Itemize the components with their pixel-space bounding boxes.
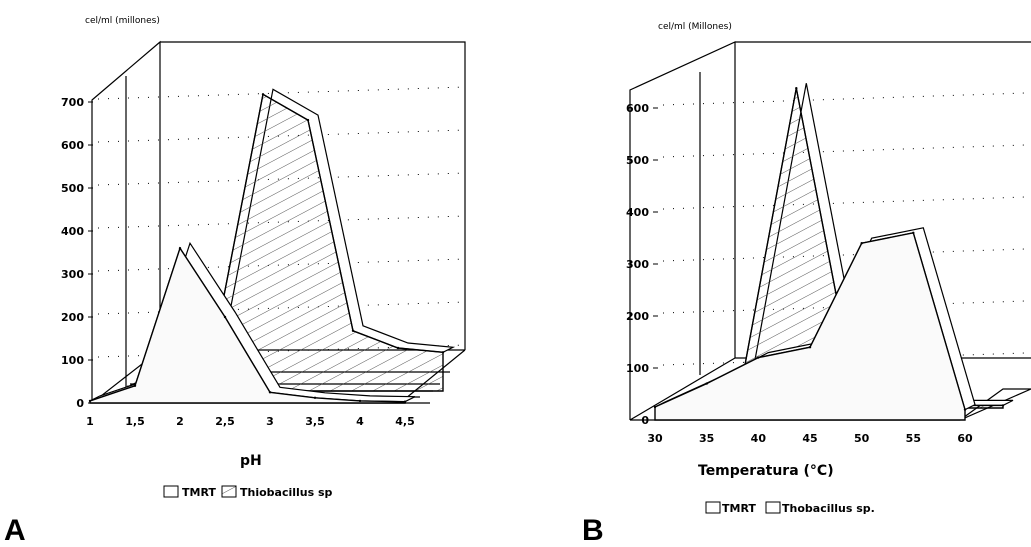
- y-tick-label: 500: [61, 182, 84, 195]
- grid-line: [662, 92, 1026, 106]
- chart-b-x-tick-labels: 30 35 40 45 50 55 60: [647, 432, 973, 445]
- grid-line: [662, 196, 1026, 210]
- x-tick-label: 2: [176, 415, 184, 428]
- chart-a-legend: TMRT Thiobacillus sp: [163, 485, 333, 499]
- grid-line: [662, 352, 1026, 366]
- y-tick-label: 500: [626, 154, 649, 167]
- x-tick-label: 45: [802, 432, 817, 445]
- x-tick-label: 4: [356, 415, 364, 428]
- data-point: [223, 315, 227, 319]
- x-tick-label: 2,5: [215, 415, 235, 428]
- data-point: [351, 329, 355, 332]
- chart-a-series: [88, 88, 456, 404]
- grid-line: [662, 300, 1026, 314]
- y-tick-label: 700: [61, 96, 84, 109]
- grid-line: [662, 144, 1026, 158]
- data-point: [313, 396, 317, 399]
- data-point: [1001, 404, 1005, 407]
- chart-a-legend-swatch-tmrt: [163, 485, 179, 498]
- x-tick-label: 30: [647, 432, 663, 445]
- data-point: [358, 399, 362, 403]
- chart-b-legend-swatch-thobacillus: [765, 501, 781, 514]
- y-tick-label: 200: [61, 311, 84, 324]
- panel-label-b: B: [582, 514, 604, 547]
- y-tick-label: 0: [641, 414, 649, 427]
- x-tick-label: 4,5: [395, 415, 415, 428]
- data-point: [705, 382, 708, 385]
- data-point: [396, 346, 400, 350]
- y-tick-label: 200: [626, 310, 649, 323]
- data-point: [261, 93, 265, 96]
- chart-b-y-tick-labels: 0 100 200 300 400 500 600: [626, 102, 658, 427]
- data-point: [88, 399, 92, 403]
- data-point: [653, 405, 657, 409]
- x-tick-label: 55: [906, 432, 921, 445]
- data-point: [403, 400, 407, 403]
- chart-b-y-axis-label: cel/ml (Millones): [658, 22, 732, 32]
- data-point: [268, 391, 272, 394]
- chart-b-legend-label-thobacillus: Thobacillus sp.: [782, 502, 875, 515]
- data-point: [178, 247, 182, 250]
- chart-a-legend-swatch-thiobacillus: [221, 485, 237, 498]
- y-tick-label: 400: [626, 206, 649, 219]
- chart-b-legend-swatch-tmrt: [705, 501, 721, 514]
- data-point: [133, 384, 137, 387]
- y-tick-label: 100: [626, 362, 649, 375]
- chart-a-y-tick-labels: 0 100 200 300 400 500 600 700: [61, 96, 93, 410]
- chart-a-x-axis-label: pH: [240, 453, 262, 469]
- y-tick-label: 300: [626, 258, 649, 271]
- x-tick-label: 3: [266, 415, 274, 428]
- series-area-tmrt: [654, 231, 966, 421]
- x-tick-label: 40: [751, 432, 767, 445]
- y-tick-label: 0: [76, 397, 84, 410]
- data-point: [441, 351, 445, 354]
- data-point: [795, 87, 798, 90]
- data-point: [757, 356, 760, 359]
- chart-b-x-axis-label: Temperatura (°C): [698, 463, 834, 479]
- chart-a-legend-label-thiobacillus: Thiobacillus sp: [240, 486, 333, 499]
- chart-a-legend-label-tmrt: TMRT: [182, 486, 216, 499]
- data-point: [912, 231, 915, 234]
- chart-a-x-tick-labels: 1 1,5 2 2,5 3 3,5 4 4,5: [86, 415, 415, 428]
- grid-line: [662, 248, 1026, 262]
- panel-label-a: A: [4, 514, 26, 547]
- x-tick-label: 1: [86, 415, 94, 428]
- x-tick-label: 1,5: [125, 415, 145, 428]
- chart-b-grid: [662, 92, 1026, 366]
- data-point: [808, 346, 812, 349]
- x-tick-label: 60: [957, 432, 973, 445]
- y-tick-label: 600: [626, 102, 649, 115]
- data-point: [963, 408, 967, 411]
- chart-b-series: [653, 83, 1014, 421]
- chart-b-legend: TMRT Thobacillus sp.: [705, 501, 875, 515]
- chart-b: 0 100 200 300 400 500 600 30 35 40 45 50 55 60 cel/m…: [582, 22, 1031, 547]
- y-tick-label: 300: [61, 268, 84, 281]
- chart-b-legend-label-tmrt: TMRT: [722, 502, 756, 515]
- data-point: [306, 118, 310, 122]
- x-tick-label: 35: [699, 432, 714, 445]
- y-tick-label: 400: [61, 225, 84, 238]
- x-tick-label: 3,5: [305, 415, 325, 428]
- chart-a-y-axis-label: cel/ml (millones): [85, 16, 160, 26]
- x-tick-label: 50: [854, 432, 870, 445]
- data-point: [860, 242, 863, 245]
- y-tick-label: 600: [61, 139, 84, 152]
- y-tick-label: 100: [61, 354, 84, 367]
